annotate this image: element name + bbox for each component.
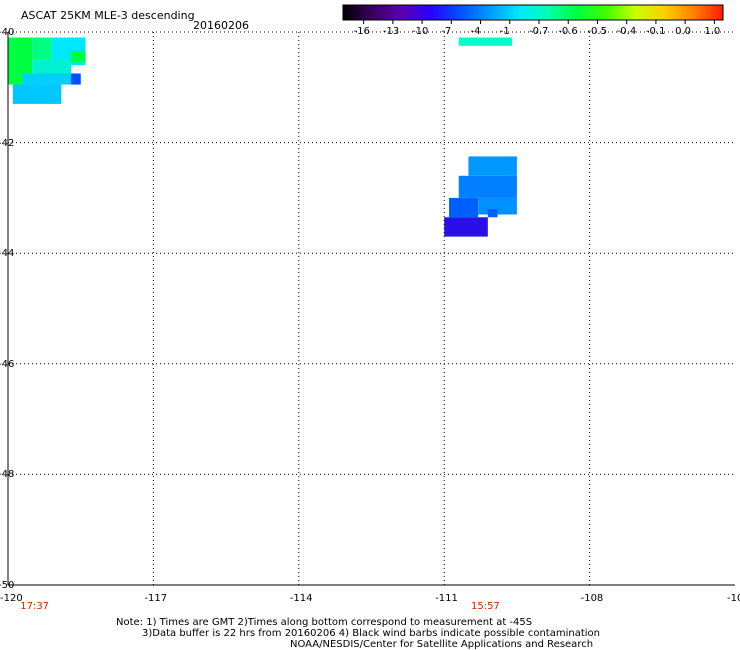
chart-title: ASCAT 25KM MLE-3 descending	[21, 9, 195, 22]
colorbar-gradient	[342, 4, 724, 21]
x-tick-label: -117	[144, 593, 168, 604]
colorbar-tick-label: -0.7	[529, 26, 549, 37]
footer-credit: NOAA/NESDIS/Center for Satellite Applica…	[290, 639, 594, 650]
data-cell	[32, 37, 52, 60]
colorbar-tick-label: -13	[382, 26, 400, 37]
plot-frame	[7, 31, 735, 586]
y-tick-label: -40	[0, 27, 15, 38]
data-cells	[8, 37, 517, 237]
colorbar-tick-label: -16	[353, 26, 370, 37]
colorbar	[342, 4, 724, 24]
footer-note-line2: 3)Data buffer is 22 hrs from 20160206 4)…	[142, 628, 600, 639]
data-cell	[458, 37, 513, 46]
data-cell	[478, 197, 517, 215]
chart-date: 20160206	[193, 19, 249, 32]
y-tick-label: -46	[0, 358, 15, 370]
colorbar-tick-label: -0.1	[645, 26, 666, 37]
data-cell	[449, 197, 479, 218]
x-tick-label: -114	[289, 593, 313, 604]
y-tick-label: -44	[0, 248, 15, 260]
y-tick-label: -42	[0, 137, 15, 149]
x-tick-label: -108	[580, 593, 604, 604]
x-tick-label: -105	[727, 593, 740, 604]
colorbar-tick-label: -4	[470, 26, 481, 37]
data-cell	[71, 73, 81, 85]
colorbar-tick-label: 0.0	[675, 26, 692, 37]
data-cell	[32, 59, 72, 74]
time-label: 17:37	[20, 601, 50, 612]
data-cell	[444, 217, 488, 237]
y-tick-label: -50	[0, 580, 15, 591]
colorbar-tick-label: -0.5	[587, 26, 607, 37]
data-cell	[458, 175, 517, 198]
colorbar-tick-label: -0.4	[616, 26, 637, 37]
x-tick-label: -111	[435, 593, 458, 604]
data-cell	[22, 73, 81, 85]
data-cell	[12, 84, 62, 104]
time-label: 15:57	[470, 601, 500, 612]
colorbar-tick-label: -0.6	[558, 26, 578, 37]
grid-lines	[8, 32, 735, 585]
colorbar-tick-label: -7	[441, 26, 452, 37]
data-cell	[71, 51, 86, 63]
y-tick-label: -48	[0, 469, 15, 481]
data-cell	[468, 156, 517, 176]
footer-note-line1: Note: 1) Times are GMT 2)Times along bot…	[116, 617, 533, 628]
x-tick-label: -120	[0, 593, 23, 604]
data-cell	[487, 208, 498, 218]
